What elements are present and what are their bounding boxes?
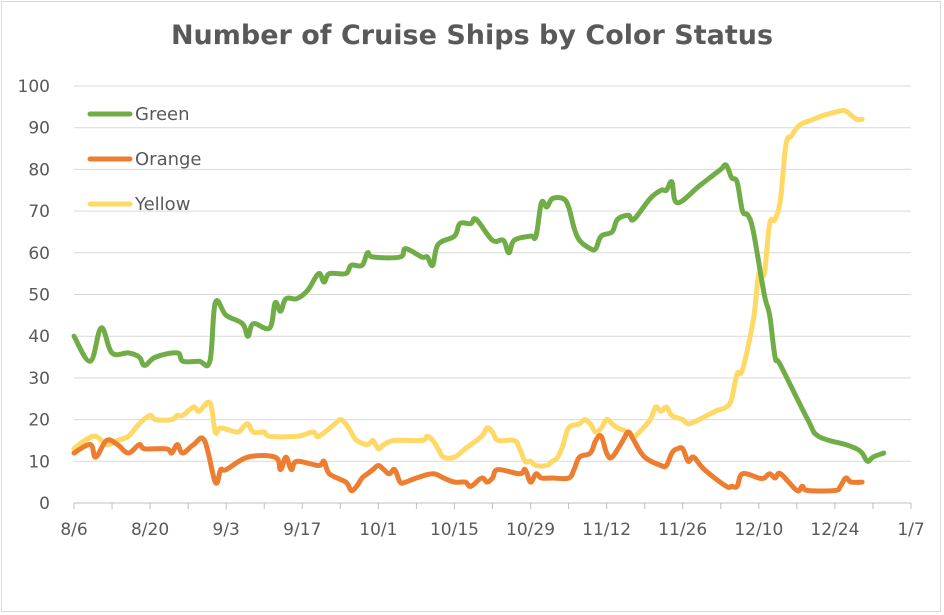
x-tick-label: 12/10 [734,520,783,540]
x-tick-label: 8/6 [60,520,87,540]
y-tick-label: 50 [28,286,50,306]
y-tick-label: 90 [28,119,50,139]
x-tick-label: 12/24 [810,520,859,540]
y-tick-label: 40 [28,327,50,347]
x-tick-label: 8/20 [131,520,169,540]
x-tick-label: 10/1 [359,520,397,540]
legend-label-orange: Orange [135,149,202,170]
y-tick-label: 30 [28,369,50,389]
legend: Green Orange Yellow [87,104,202,215]
x-tick-label: 11/26 [658,520,707,540]
legend-label-green: Green [135,104,190,125]
legend-label-yellow: Yellow [134,194,190,215]
y-tick-label: 10 [28,452,50,472]
y-tick-label: 20 [28,411,50,431]
y-tick-label: 60 [28,244,50,264]
y-tick-label: 80 [28,160,50,180]
series-line-green [71,162,887,464]
series-line-yellow [71,107,865,469]
x-tick-label: 11/12 [582,520,631,540]
y-tick-label: 70 [28,202,50,222]
y-tick-label: 100 [18,77,50,97]
series-lines [71,107,887,494]
chart-title: Number of Cruise Ships by Color Status [170,20,774,51]
series-line-orange [71,429,865,494]
x-tick-label: 10/29 [506,520,555,540]
axes: 0 10 20 30 40 50 60 70 80 90 100 8/6 8/20 9/3 9/17 10/1… [18,77,925,540]
x-tick-label: 9/17 [283,520,321,540]
x-tick-label: 9/3 [213,520,240,540]
x-tick-label: 1/7 [897,520,924,540]
y-tick-label: 0 [39,494,50,514]
x-tick-label: 10/15 [430,520,479,540]
